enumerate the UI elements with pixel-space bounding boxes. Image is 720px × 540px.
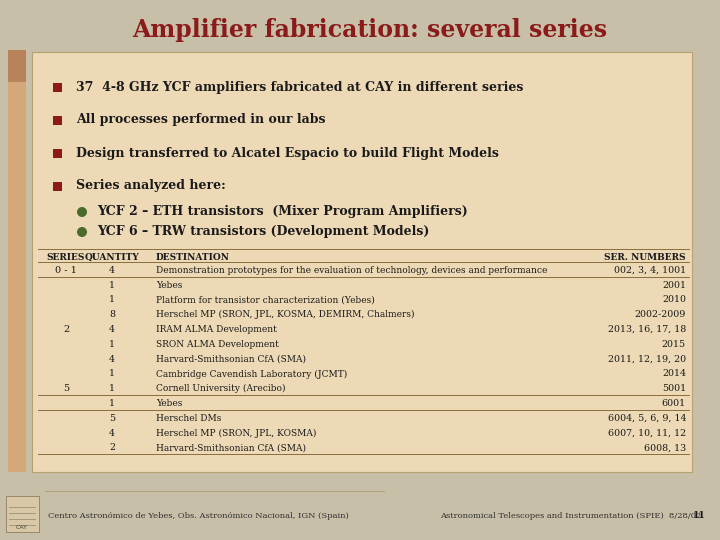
Text: Cornell University (Arecibo): Cornell University (Arecibo) <box>156 384 286 393</box>
Text: 0 - 1: 0 - 1 <box>55 266 77 275</box>
Bar <box>53 182 62 191</box>
Text: Herschel MP (SRON, JPL, KOSMA): Herschel MP (SRON, JPL, KOSMA) <box>156 429 316 438</box>
Text: Herschel MP (SRON, JPL, KOSMA, DEMIRM, Chalmers): Herschel MP (SRON, JPL, KOSMA, DEMIRM, C… <box>156 310 415 319</box>
Bar <box>9 518 36 520</box>
Bar <box>32 52 692 472</box>
Bar <box>6 496 39 532</box>
Text: 6008, 13: 6008, 13 <box>644 443 686 453</box>
Text: 2015: 2015 <box>662 340 686 349</box>
Text: Series analyzed here:: Series analyzed here: <box>76 179 226 192</box>
Bar <box>8 50 26 472</box>
Bar <box>9 524 36 526</box>
Text: 2: 2 <box>109 443 115 453</box>
Text: 002, 3, 4, 1001: 002, 3, 4, 1001 <box>614 266 686 275</box>
Text: DESTINATION: DESTINATION <box>156 253 230 261</box>
Text: 4: 4 <box>109 355 115 364</box>
Text: 2002-2009: 2002-2009 <box>634 310 686 319</box>
Text: 6001: 6001 <box>662 399 686 408</box>
Bar <box>9 512 36 514</box>
Text: All processes performed in our labs: All processes performed in our labs <box>76 113 325 126</box>
Bar <box>38 395 690 396</box>
Text: Centro Astronómico de Yebes, Obs. Astronómico Nacional, IGN (Spain): Centro Astronómico de Yebes, Obs. Astron… <box>48 512 348 520</box>
Text: 4: 4 <box>109 325 115 334</box>
Bar <box>8 50 26 82</box>
Text: YCF 2 – ETH transistors  (Mixer Program Amplifiers): YCF 2 – ETH transistors (Mixer Program A… <box>97 206 468 219</box>
Text: 2011, 12, 19, 20: 2011, 12, 19, 20 <box>608 355 686 364</box>
Text: 1: 1 <box>109 384 115 393</box>
Text: CAY: CAY <box>16 525 28 530</box>
Text: IRAM ALMA Development: IRAM ALMA Development <box>156 325 277 334</box>
Text: 1: 1 <box>109 369 115 379</box>
Text: 1: 1 <box>109 340 115 349</box>
Text: Amplifier fabrication: several series: Amplifier fabrication: several series <box>132 18 608 42</box>
Text: Harvard-Smithsonian CfA (SMA): Harvard-Smithsonian CfA (SMA) <box>156 443 306 453</box>
Text: 2010: 2010 <box>662 295 686 305</box>
Text: 5: 5 <box>63 384 69 393</box>
Text: Harvard-Smithsonian CfA (SMA): Harvard-Smithsonian CfA (SMA) <box>156 355 306 364</box>
Text: 2013, 16, 17, 18: 2013, 16, 17, 18 <box>608 325 686 334</box>
Bar <box>53 149 62 158</box>
Text: QUANTITY: QUANTITY <box>85 253 140 261</box>
Bar <box>53 83 62 92</box>
Text: 2: 2 <box>63 325 69 334</box>
Text: 2001: 2001 <box>662 281 686 289</box>
Text: Cambridge Cavendish Laboratory (JCMT): Cambridge Cavendish Laboratory (JCMT) <box>156 369 347 379</box>
Bar <box>45 491 385 492</box>
Text: 1: 1 <box>109 295 115 305</box>
Text: 6004, 5, 6, 9, 14: 6004, 5, 6, 9, 14 <box>608 414 686 423</box>
Text: Yebes: Yebes <box>156 399 182 408</box>
Text: 5001: 5001 <box>662 384 686 393</box>
Text: Demonstration prototypes for the evaluation of technology, devices and performan: Demonstration prototypes for the evaluat… <box>156 266 547 275</box>
Bar <box>38 410 690 411</box>
Text: Design transferred to Alcatel Espacio to build Flight Models: Design transferred to Alcatel Espacio to… <box>76 146 499 159</box>
Text: 4: 4 <box>109 266 115 275</box>
Bar <box>38 262 690 263</box>
Circle shape <box>77 227 87 237</box>
Text: 1: 1 <box>109 399 115 408</box>
Text: SERIES: SERIES <box>47 253 85 261</box>
Bar <box>38 277 690 278</box>
Text: 4: 4 <box>109 429 115 438</box>
Bar <box>38 249 690 250</box>
Text: YCF 6 – TRW transistors (Development Models): YCF 6 – TRW transistors (Development Mod… <box>97 226 429 239</box>
Bar <box>53 116 62 125</box>
Text: 8: 8 <box>109 310 115 319</box>
Text: Astronomical Telescopes and Instrumentation (SPIE)  8/28/02: Astronomical Telescopes and Instrumentat… <box>440 512 701 520</box>
Bar <box>9 507 36 508</box>
Circle shape <box>77 207 87 217</box>
Text: Platform for transistor characterization (Yebes): Platform for transistor characterization… <box>156 295 374 305</box>
Text: Yebes: Yebes <box>156 281 182 289</box>
Text: 5: 5 <box>109 414 115 423</box>
Text: Herschel DMs: Herschel DMs <box>156 414 221 423</box>
Text: 6007, 10, 11, 12: 6007, 10, 11, 12 <box>608 429 686 438</box>
Text: 37  4-8 GHz YCF amplifiers fabricated at CAY in different series: 37 4-8 GHz YCF amplifiers fabricated at … <box>76 80 523 93</box>
Bar <box>38 454 690 455</box>
Text: 11: 11 <box>693 511 706 521</box>
Text: SRON ALMA Development: SRON ALMA Development <box>156 340 279 349</box>
Text: 1: 1 <box>109 281 115 289</box>
Text: 2014: 2014 <box>662 369 686 379</box>
Text: SER. NUMBERS: SER. NUMBERS <box>605 253 686 261</box>
